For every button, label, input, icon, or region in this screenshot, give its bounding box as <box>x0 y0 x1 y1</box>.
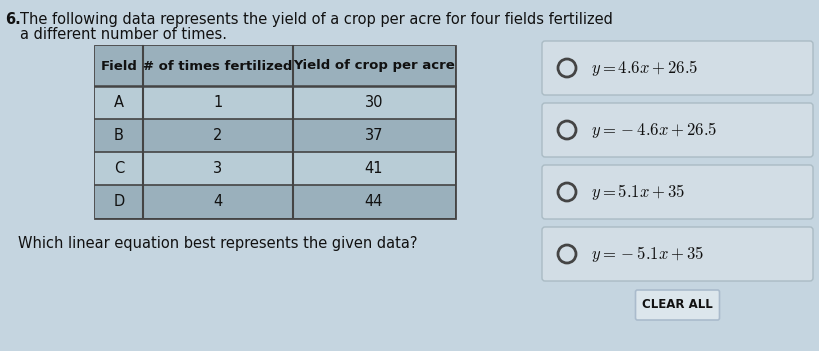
FancyBboxPatch shape <box>635 290 718 320</box>
Text: $y = 5.1x + 35$: $y = 5.1x + 35$ <box>590 182 685 202</box>
Text: $y = -4.6x + 26.5$: $y = -4.6x + 26.5$ <box>590 120 717 140</box>
Text: Which linear equation best represents the given data?: Which linear equation best represents th… <box>18 236 417 251</box>
Text: Field: Field <box>101 60 138 73</box>
FancyBboxPatch shape <box>95 152 455 185</box>
Text: A: A <box>114 95 124 110</box>
FancyBboxPatch shape <box>541 165 812 219</box>
FancyBboxPatch shape <box>95 86 455 119</box>
Text: 41: 41 <box>364 161 382 176</box>
Text: The following data represents the yield of a crop per acre for four fields ferti: The following data represents the yield … <box>20 12 612 27</box>
Text: 6.: 6. <box>5 12 20 27</box>
Text: 3: 3 <box>213 161 222 176</box>
Text: D: D <box>113 194 124 209</box>
Text: CLEAR ALL: CLEAR ALL <box>641 298 712 311</box>
FancyBboxPatch shape <box>95 46 455 86</box>
Text: 2: 2 <box>213 128 223 143</box>
Text: C: C <box>114 161 124 176</box>
Text: 4: 4 <box>213 194 222 209</box>
FancyBboxPatch shape <box>95 185 455 218</box>
Text: # of times fertilized: # of times fertilized <box>143 60 292 73</box>
Text: 1: 1 <box>213 95 222 110</box>
FancyBboxPatch shape <box>95 119 455 152</box>
FancyBboxPatch shape <box>541 227 812 281</box>
Text: 30: 30 <box>364 95 382 110</box>
Text: $y = 4.6x + 26.5$: $y = 4.6x + 26.5$ <box>590 58 698 78</box>
Text: 37: 37 <box>364 128 382 143</box>
FancyBboxPatch shape <box>541 103 812 157</box>
Text: Yield of crop per acre: Yield of crop per acre <box>292 60 455 73</box>
Text: $y = -5.1x + 35$: $y = -5.1x + 35$ <box>590 244 704 264</box>
FancyBboxPatch shape <box>541 41 812 95</box>
Text: B: B <box>114 128 124 143</box>
Text: 44: 44 <box>364 194 382 209</box>
Text: a different number of times.: a different number of times. <box>20 27 227 42</box>
